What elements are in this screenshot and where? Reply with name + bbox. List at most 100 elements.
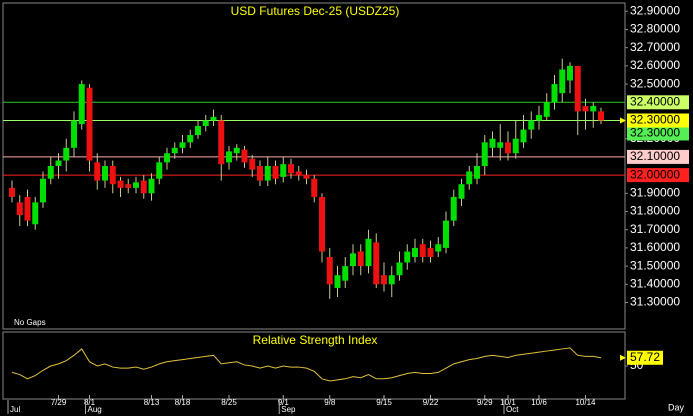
candle-body [342, 266, 349, 281]
candle-body [404, 251, 411, 263]
candle-body [156, 162, 163, 179]
rsi-panel [2, 331, 626, 400]
y-tick-label: 31.50000 [630, 258, 680, 272]
x-tick-label: 8/13 [144, 398, 160, 407]
x-tick-label: 10/6 [531, 398, 547, 407]
candle-body [373, 242, 380, 285]
x-tick-label: 10/1 [500, 398, 516, 407]
candle-body [47, 166, 54, 179]
candle-body [388, 275, 395, 285]
candle-body [55, 160, 62, 166]
candle-body [357, 251, 364, 267]
candle-body [148, 178, 155, 194]
candle-body [458, 184, 465, 199]
candle-body [63, 147, 70, 161]
candle-body [24, 196, 31, 221]
candle-body [249, 158, 256, 170]
candle-body [512, 138, 519, 154]
level-box [627, 126, 689, 141]
period-label: Day [668, 402, 685, 412]
candle-body [435, 244, 442, 252]
candle-body [187, 135, 194, 143]
candle-body [241, 149, 248, 163]
rsi-line [11, 347, 602, 382]
y-tick-label: 31.70000 [630, 222, 680, 236]
candle-body [466, 171, 473, 185]
x-tick-label: 8/18 [175, 398, 191, 407]
candle-body [125, 184, 132, 188]
candle-body [419, 244, 426, 258]
candle-body [102, 166, 108, 181]
candle-body [218, 120, 225, 165]
level-box [627, 168, 689, 183]
candle-body [474, 166, 480, 179]
candle-body [32, 202, 39, 225]
candle-body [71, 120, 77, 148]
candle-body [505, 142, 511, 154]
y-tick-label: 31.30000 [630, 295, 680, 309]
candle-body [195, 125, 201, 136]
rsi-title: Relative Strength Index [253, 333, 378, 347]
candle-body [9, 187, 15, 197]
candle-body [94, 162, 101, 181]
candle-body [381, 275, 387, 285]
y-tick-label: 31.60000 [630, 240, 680, 254]
candle-body [295, 171, 302, 176]
candle-body [582, 105, 589, 112]
y-tick-label: 31.40000 [630, 276, 680, 290]
x-tick-label: 9/29 [477, 398, 493, 407]
candle-body [210, 116, 217, 121]
candle-body [272, 166, 279, 179]
candle-body [574, 65, 581, 112]
rsi-last-label: 57.72 [630, 350, 660, 364]
x-tick-label: 9/1 [278, 398, 290, 407]
y-tick-label: 31.90000 [630, 185, 680, 199]
x-tick-label: 8/1 [84, 398, 96, 407]
candle-body [567, 65, 573, 81]
y-tick-label: 31.80000 [630, 204, 680, 218]
candle-body [164, 153, 170, 163]
candle-body [226, 151, 232, 163]
candle-body [590, 105, 597, 112]
y-tick-label: 32.70000 [630, 40, 680, 54]
x-tick-label: 10/14 [575, 398, 596, 407]
x-tick-label: 9/8 [324, 398, 336, 407]
candle-body [481, 142, 488, 166]
candle-body [528, 120, 535, 130]
candle-body [140, 180, 147, 194]
last-price-arrow [620, 117, 626, 124]
candle-body [536, 115, 542, 121]
candle-body [365, 238, 372, 267]
candle-body [233, 147, 240, 154]
candle-body [288, 164, 294, 174]
no-gaps-note: No Gaps [14, 318, 46, 327]
candle-body [326, 257, 333, 285]
candle-body [598, 111, 604, 121]
level-label: 32.30000 [630, 113, 680, 127]
candle-body [319, 196, 325, 252]
level-box [627, 113, 689, 128]
candle-body [40, 178, 46, 203]
candle-body [16, 202, 23, 216]
month-label: Oct [506, 405, 519, 414]
rsi-last-box [627, 350, 663, 365]
candle-body [489, 138, 496, 148]
candle-body [109, 166, 116, 185]
x-tick-label: 7/29 [51, 398, 67, 407]
candle-body [427, 247, 434, 258]
y-tick-label: 32.90000 [630, 3, 680, 17]
candle-body [202, 120, 209, 126]
candle-body [396, 262, 403, 276]
level-label: 32.10000 [630, 149, 680, 163]
candle-body [543, 102, 550, 117]
level-label: 32.00000 [630, 167, 680, 181]
candle-body [443, 220, 449, 248]
candle-body [520, 129, 527, 143]
y-tick-label: 32.80000 [630, 22, 680, 36]
chart-title: USD Futures Dec-25 (USDZ25) [231, 4, 400, 18]
candle-body [179, 142, 186, 148]
candle-body [450, 196, 457, 221]
x-tick-label: 9/15 [376, 398, 392, 407]
candle-body [334, 275, 341, 288]
